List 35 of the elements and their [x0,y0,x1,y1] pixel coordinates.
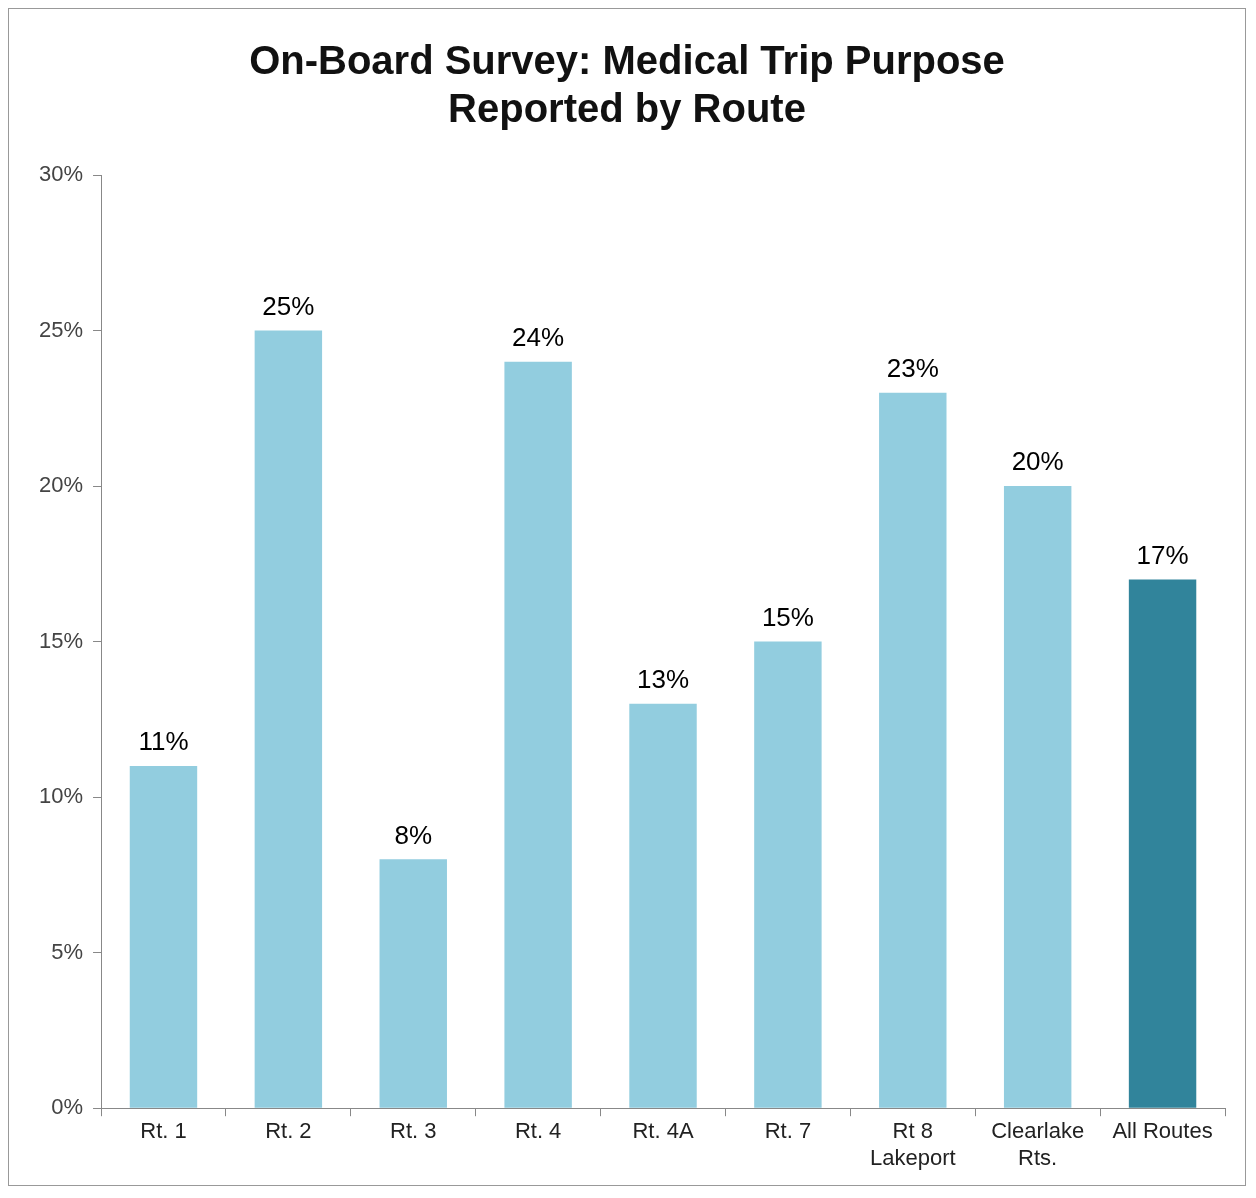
bar [379,859,447,1108]
y-tick-label: 15% [38,627,84,653]
data-label: 11% [138,726,189,757]
chart-title: On-Board Survey: Medical Trip Purpose Reported by Route [249,38,1005,131]
x-tick-label: Rt. 3 [390,1118,437,1144]
data-label: 8% [394,819,433,850]
data-label: 25% [262,290,315,321]
x-tick-label: Clearlake Rts. [991,1118,1085,1170]
bar [629,703,697,1108]
bar [754,641,822,1108]
y-tick-label: 0% [51,1094,84,1120]
bar [504,361,572,1108]
data-label: 17% [1136,539,1189,570]
bar [879,392,947,1108]
x-tick-label: Rt. 2 [265,1118,312,1144]
x-tick-label: Rt. 4 [514,1118,562,1144]
bar [1128,579,1197,1108]
data-label: 24% [512,321,565,352]
x-tick-label: Rt. 4A [632,1118,694,1144]
y-tick-label: 30% [38,161,84,187]
x-tick-label: Rt. 1 [140,1118,187,1144]
y-tick-label: 10% [38,783,84,809]
data-label: 20% [1011,446,1064,477]
y-tick-label: 5% [51,938,84,964]
y-tick-label: 25% [38,316,84,342]
x-tick-label: Rt. 7 [764,1118,812,1144]
bar [1003,486,1072,1108]
x-tick-label: Rt 8 Lakeport [869,1118,956,1170]
bar [129,766,198,1108]
data-label: 13% [636,663,690,694]
bar [254,330,323,1108]
x-tick-label: All Routes [1112,1118,1213,1144]
y-tick-label: 20% [38,472,84,498]
data-label: 23% [886,352,939,383]
data-label: 15% [761,601,814,632]
